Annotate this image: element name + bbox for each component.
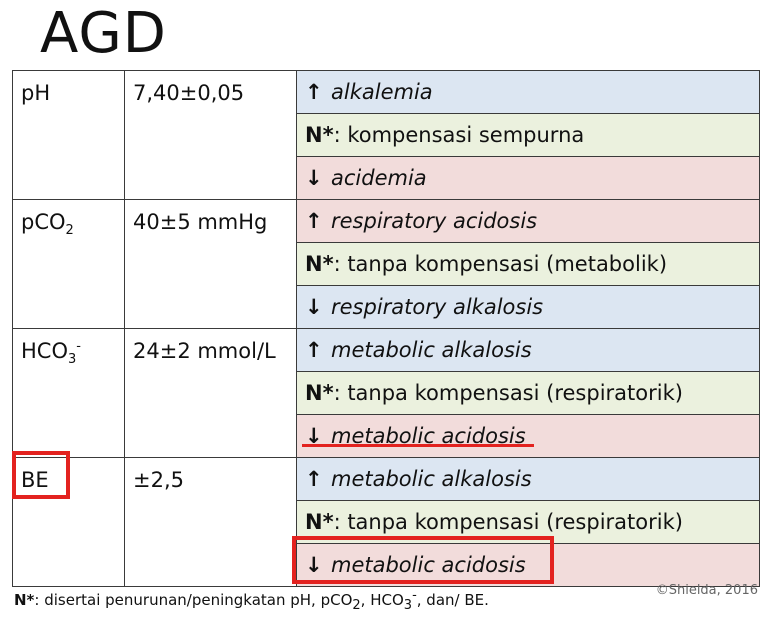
table-row: ↓ metabolic acidosis xyxy=(13,414,760,458)
table-row: BE ±2,5 ↑ metabolic alkalosis xyxy=(12,457,760,587)
n-star-label: N* xyxy=(305,123,334,147)
arrow-down-icon: ↓ xyxy=(305,553,323,577)
interp-pco2-increase: ↑ respiratory acidosis xyxy=(296,199,760,243)
interp-hco3-increase: ↑ metabolic alkalosis xyxy=(296,328,760,372)
arrow-down-icon: ↓ xyxy=(305,295,323,319)
interp-text: : kompensasi sempurna xyxy=(333,123,585,147)
arrow-up-icon: ↑ xyxy=(305,338,323,362)
arrow-up-icon: ↑ xyxy=(305,209,323,233)
interp-ph-increase: ↑ alkalemia xyxy=(296,70,760,114)
table-row: ↓ metabolic acidosis xyxy=(13,543,760,587)
table-row: N*: tanpa kompensasi (metabolik) xyxy=(13,242,760,286)
interp-text: : tanpa kompensasi (metabolik) xyxy=(333,252,668,276)
param-ph: pH xyxy=(12,70,125,200)
interp-text: : tanpa kompensasi (respiratorik) xyxy=(333,381,683,405)
n-star-label: N* xyxy=(305,510,334,534)
interp-text: alkalemia xyxy=(331,80,433,104)
interp-text: respiratory acidosis xyxy=(331,209,538,233)
interp-pco2-decrease: ↓ respiratory alkalosis xyxy=(296,285,760,329)
interp-text: metabolic acidosis xyxy=(331,553,526,577)
interp-text: metabolic alkalosis xyxy=(331,467,532,491)
normal-value-ph: 7,40±0,05 xyxy=(124,70,297,200)
table-row: HCO3- 24±2 mmol/L ↑ metabolic alkalosis xyxy=(12,328,760,458)
page-title: AGD xyxy=(40,1,167,66)
interp-hco3-compensation: N*: tanpa kompensasi (respiratorik) xyxy=(296,371,760,415)
interp-text: metabolic alkalosis xyxy=(331,338,532,362)
table-row: pCO2 40±5 mmHg ↑ respiratory acidosis xyxy=(12,199,760,329)
interp-hco3-decrease: ↓ metabolic acidosis xyxy=(296,414,760,458)
interp-text: respiratory alkalosis xyxy=(331,295,544,319)
interp-text: : tanpa kompensasi (respiratorik) xyxy=(333,510,683,534)
table-row: N*: kompensasi sempurna xyxy=(13,113,760,157)
interp-ph-compensation: N*: kompensasi sempurna xyxy=(296,113,760,157)
interp-pco2-compensation: N*: tanpa kompensasi (metabolik) xyxy=(296,242,760,286)
footnote: N*: disertai penurunan/peningkatan pH, p… xyxy=(14,588,489,613)
table-row: ↓ respiratory alkalosis xyxy=(13,285,760,329)
arrow-down-icon: ↓ xyxy=(305,424,323,448)
arrow-up-icon: ↑ xyxy=(305,467,323,491)
highlight-box-metabolic-acidosis xyxy=(292,536,554,584)
param-pco2: pCO2 xyxy=(12,199,125,329)
interp-be-decrease: ↓ metabolic acidosis xyxy=(296,543,760,587)
table-row: pH 7,40±0,05 ↑ alkalemia xyxy=(12,70,760,200)
arrow-down-icon: ↓ xyxy=(305,166,323,190)
highlight-underline xyxy=(302,444,534,447)
param-hco3: HCO3- xyxy=(12,328,125,458)
arrow-up-icon: ↑ xyxy=(305,80,323,104)
agd-table: pH 7,40±0,05 ↑ alkalemia N*: kompensasi s… xyxy=(12,70,760,587)
normal-value-hco3: 24±2 mmol/L xyxy=(124,328,297,458)
normal-value-pco2: 40±5 mmHg xyxy=(124,199,297,329)
n-star-label: N* xyxy=(305,252,334,276)
interp-be-increase: ↑ metabolic alkalosis xyxy=(296,457,760,501)
interp-text: acidemia xyxy=(331,166,427,190)
table-row: N*: tanpa kompensasi (respiratorik) xyxy=(13,371,760,415)
table-row: ↓ acidemia xyxy=(13,156,760,200)
normal-value-be: ±2,5 xyxy=(124,457,297,587)
highlight-box-be xyxy=(12,451,70,499)
n-star-label: N* xyxy=(305,381,334,405)
interp-ph-decrease: ↓ acidemia xyxy=(296,156,760,200)
copyright-text: ©Shielda, 2016 xyxy=(655,583,758,598)
